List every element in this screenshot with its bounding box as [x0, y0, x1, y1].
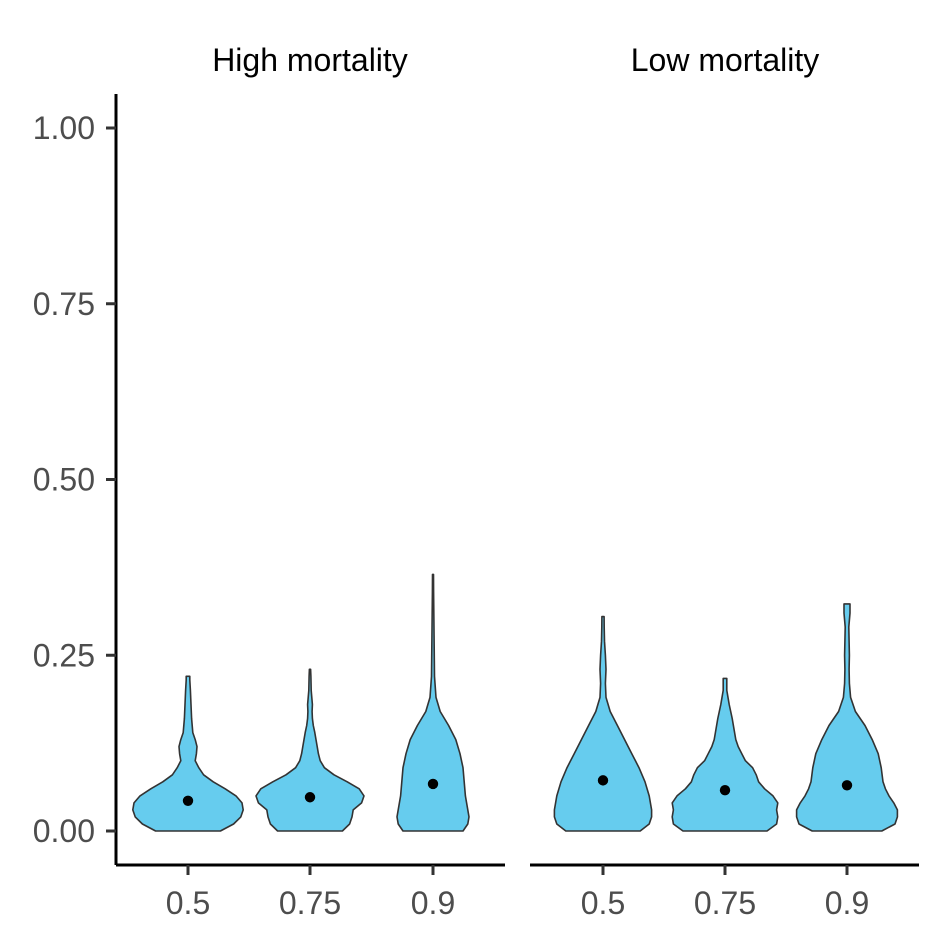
violin-high-mortality-0.9	[396, 573, 470, 832]
x-tick-label: 0.5	[581, 885, 625, 921]
violin-point	[597, 775, 609, 786]
facet-title: High mortality	[212, 42, 408, 78]
y-tick-label: 0.00	[33, 813, 95, 849]
x-tick-label: 0.9	[825, 885, 869, 921]
violin-point	[182, 795, 194, 806]
x-tick-label: 0.9	[411, 885, 455, 921]
y-tick-label: 0.75	[33, 286, 95, 322]
facet-title: Low mortality	[631, 42, 820, 78]
violin-low-mortality-0.75	[671, 677, 779, 832]
y-tick-label: 1.00	[33, 110, 95, 146]
y-tick-label: 0.50	[33, 462, 95, 498]
violin-point	[427, 778, 439, 790]
violin-point	[304, 792, 316, 803]
violin-low-mortality-0.5	[553, 615, 653, 832]
violin-high-mortality-0.75	[255, 668, 365, 832]
violin-point	[719, 785, 731, 796]
facet-panel-low-mortality: Low mortality 0.5 0.75 0.9	[530, 42, 919, 921]
x-tick-label: 0.75	[279, 885, 341, 921]
violin-point	[841, 780, 853, 791]
violin-low-mortality-0.9	[795, 603, 899, 832]
facet-panel-high-mortality: High mortality 0.5 0.75 0.9	[116, 42, 505, 921]
x-tick-label: 0.5	[166, 885, 210, 921]
y-axis: 0.00 0.25 0.50 0.75 1.00	[33, 94, 118, 865]
facet-panels: High mortality 0.5 0.75 0.9 Low mortality 0.5…	[116, 42, 919, 921]
y-tick-label: 0.25	[33, 637, 95, 673]
x-tick-label: 0.75	[694, 885, 756, 921]
violin-high-mortality-0.5	[132, 675, 244, 832]
